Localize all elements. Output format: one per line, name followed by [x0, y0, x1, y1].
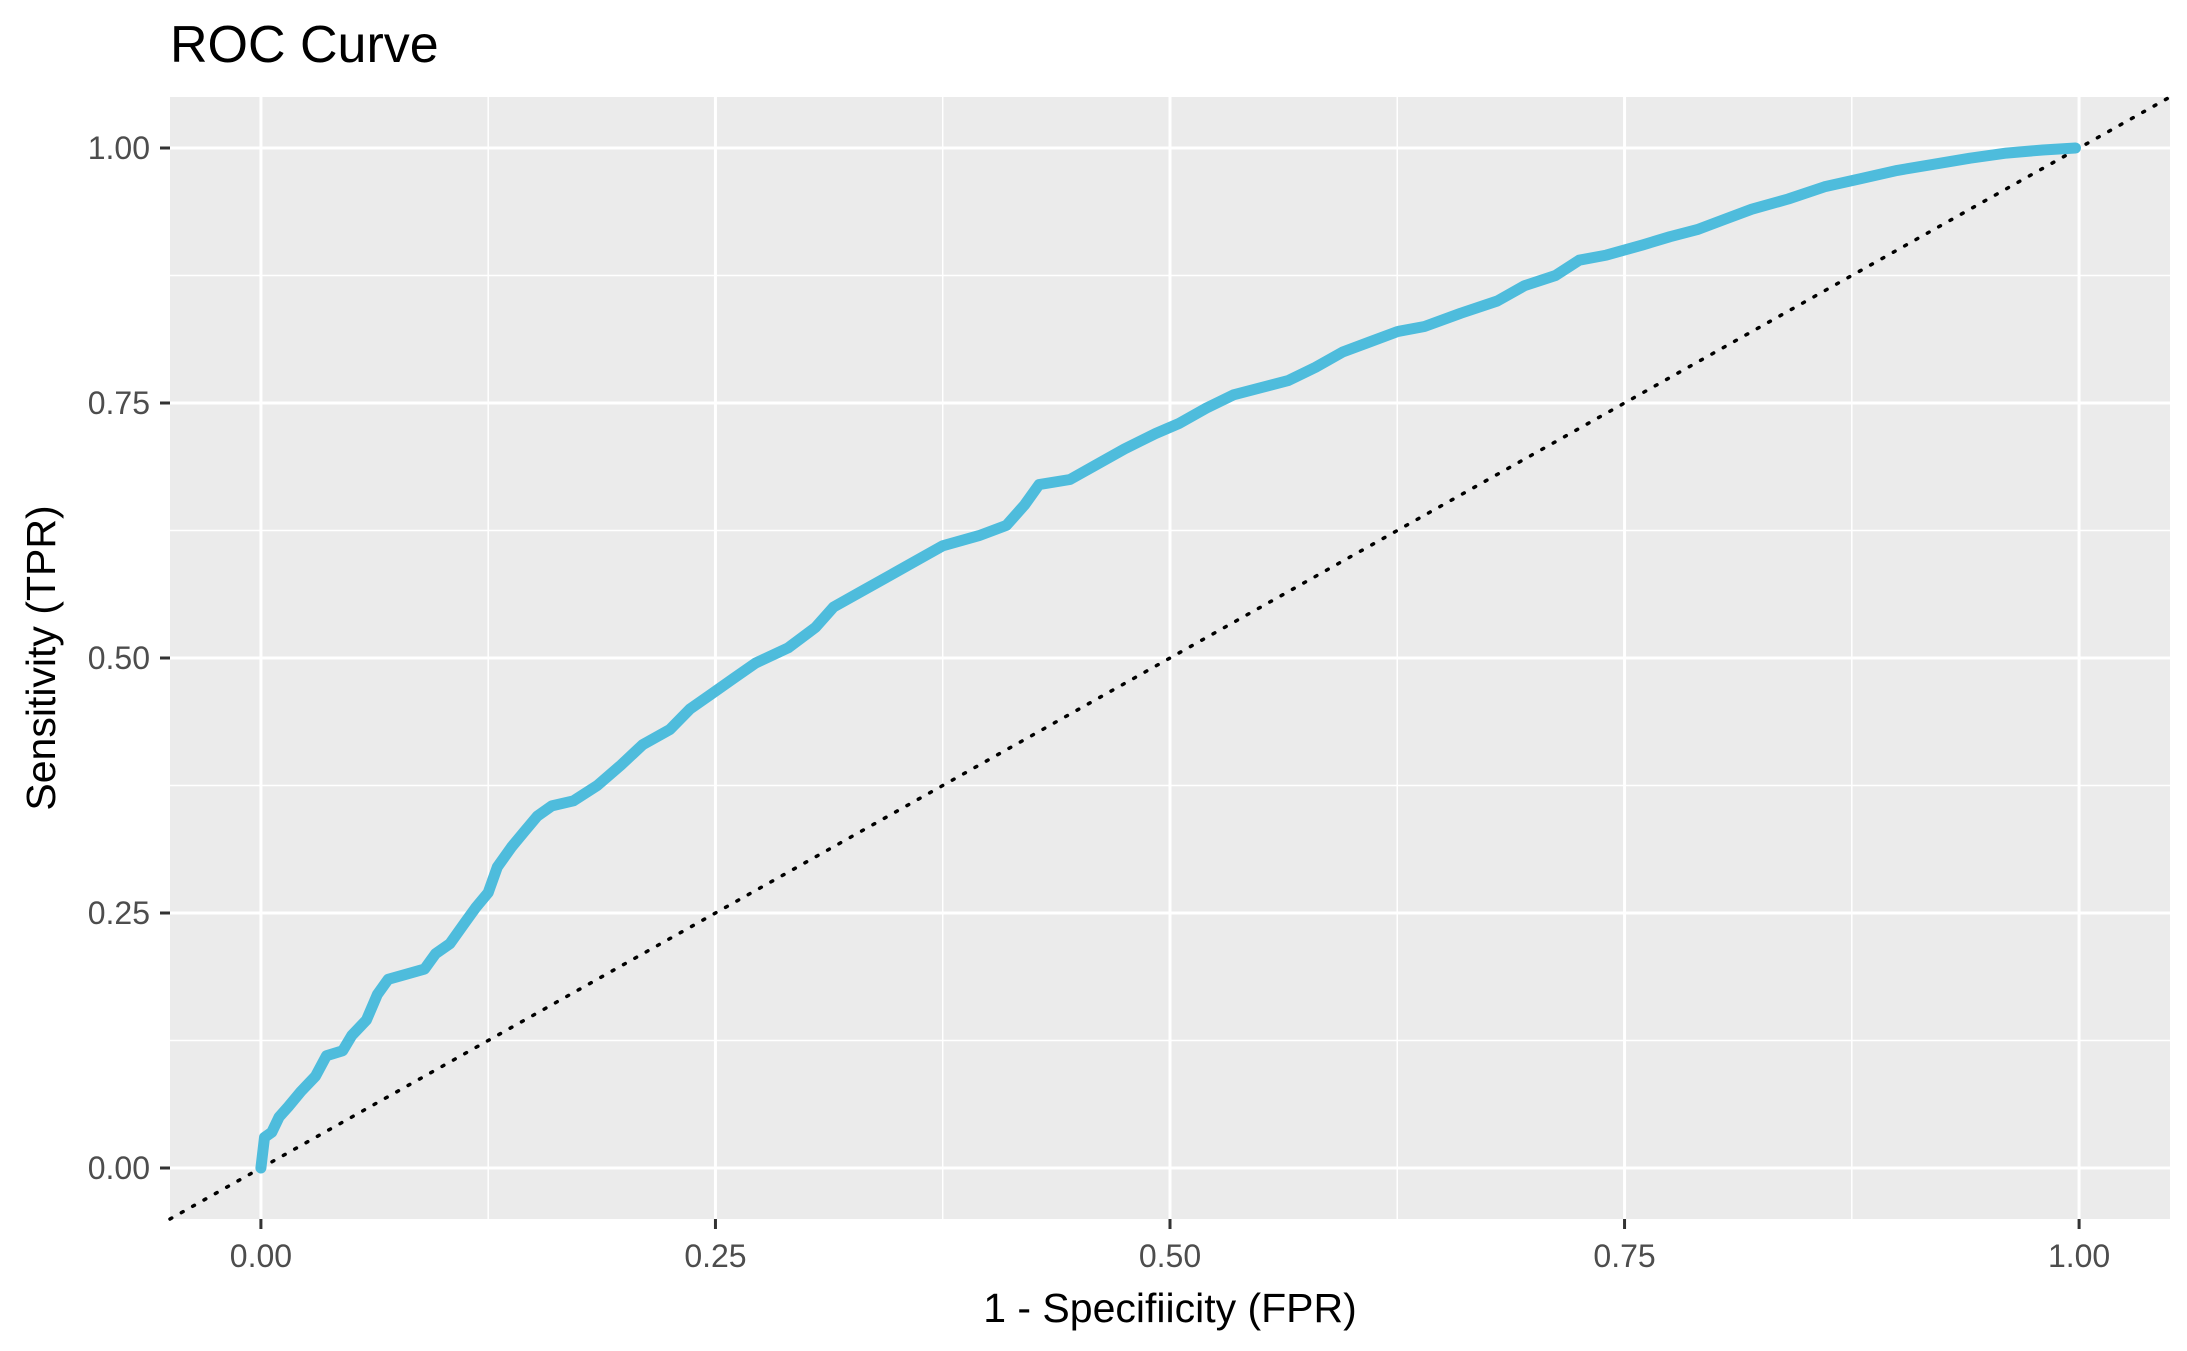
y-tick-label: 0.75	[88, 385, 150, 421]
y-tick-label: 0.00	[88, 1150, 150, 1186]
x-tick-label: 0.00	[230, 1238, 292, 1274]
series-group	[255, 142, 2081, 1174]
x-tick-label: 0.50	[1139, 1238, 1201, 1274]
x-axis-ticks: 0.00 0.25 0.50 0.75 1.00	[230, 1219, 2110, 1274]
x-tick-label: 0.25	[684, 1238, 746, 1274]
y-tick-label: 1.00	[88, 130, 150, 166]
reference-diagonal-line	[168, 95, 2172, 1221]
chart-title: ROC Curve	[170, 16, 439, 74]
y-axis-title: Sensitivity (TPR)	[18, 505, 64, 810]
y-tick-label: 0.25	[88, 895, 150, 931]
y-axis-ticks: 0.00 0.25 0.50 0.75 1.00	[88, 130, 170, 1186]
reference-line-group	[168, 95, 2172, 1221]
x-tick-label: 1.00	[2048, 1238, 2110, 1274]
y-tick-label: 0.50	[88, 640, 150, 676]
x-tick-label: 0.75	[1593, 1238, 1655, 1274]
roc-curve-line	[255, 142, 2081, 1174]
x-axis-title: 1 - Specifiicity (FPR)	[983, 1285, 1357, 1331]
